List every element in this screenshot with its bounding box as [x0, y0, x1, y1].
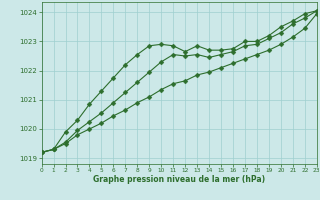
- X-axis label: Graphe pression niveau de la mer (hPa): Graphe pression niveau de la mer (hPa): [93, 175, 265, 184]
